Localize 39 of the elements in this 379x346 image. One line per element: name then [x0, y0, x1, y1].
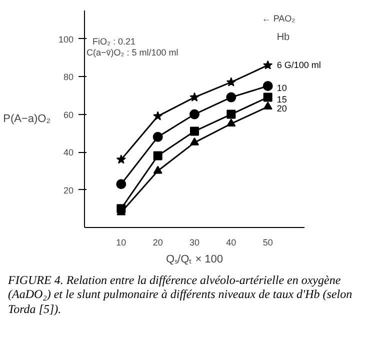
point: [153, 151, 162, 160]
series-label: 6 G/100 ml: [276, 60, 321, 70]
y-tick-label: 80: [63, 72, 74, 82]
y-tick-label: 60: [63, 110, 74, 120]
point: [190, 109, 200, 120]
point: [190, 92, 200, 102]
point: [226, 77, 236, 86]
point: [152, 132, 163, 142]
y-tick-label: 20: [63, 185, 74, 196]
point: [226, 92, 236, 102]
series-label: 15: [276, 94, 287, 104]
point: [153, 111, 163, 120]
point: [263, 60, 273, 70]
point: [190, 126, 199, 136]
point: [116, 154, 126, 164]
point: [226, 110, 236, 119]
x-tick-label: 20: [152, 238, 163, 248]
point: [190, 137, 199, 146]
point: [263, 92, 272, 102]
caption: FIGURE 4. Relation entre la différence alvéolo-artérielle en oxygène (AaDO₂) et le slunt pulmonaire à différents niveaux de taux d'Hb (selon Torda [5]).: [8, 273, 354, 316]
x-axis-title: Qₛ/Qₜ × 100: [166, 254, 224, 266]
point: [226, 118, 236, 127]
annotation: C(a−v̄)O₂ : 5 ml/100 ml: [86, 48, 178, 58]
series-label: 20: [276, 104, 287, 114]
point: [263, 102, 272, 110]
x-tick-label: 30: [189, 238, 200, 248]
y-tick-label: 100: [58, 34, 74, 44]
series-label: 10: [276, 82, 287, 93]
point: [262, 80, 273, 91]
x-tick-label: 40: [226, 238, 236, 248]
y-axis-title: P(A−a)O₂: [3, 113, 50, 125]
legend-title: Hb: [276, 32, 290, 44]
annotation: ← PAO₂: [262, 14, 296, 24]
point: [153, 166, 162, 174]
point: [116, 179, 126, 190]
y-tick-label: 40: [63, 148, 74, 158]
x-tick-label: 50: [262, 238, 273, 248]
x-tick-label: 10: [116, 238, 126, 248]
annotation: FiO₂ : 0.21: [92, 36, 136, 46]
